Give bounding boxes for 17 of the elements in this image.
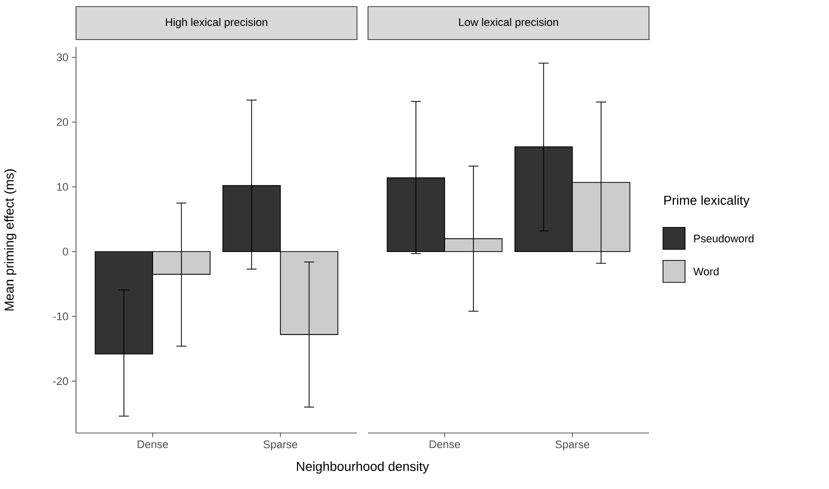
x-tick-label: Dense (138, 440, 168, 448)
y-tick-label: 10 (57, 183, 68, 191)
legend-label: Word (693, 267, 719, 276)
chart-title: High lexical precision (166, 18, 268, 28)
x-axis-title: Neighbourhood density (296, 462, 430, 474)
legend-title: Prime lexicality (664, 195, 750, 208)
y-tick-label: 0 (62, 248, 68, 256)
legend-label: Pseudoword (694, 234, 754, 242)
y-tick-label: -10 (53, 312, 68, 320)
x-tick-label: Sparse (556, 440, 590, 450)
y-tick-label: 30 (56, 53, 68, 62)
y-axis-title: Mean priming effect (ms) (4, 169, 16, 310)
x-tick-label: Sparse (264, 440, 298, 450)
y-tick-label: 20 (56, 118, 68, 126)
x-tick-label: Dense (430, 440, 460, 448)
chart-title: Low lexical precision (459, 18, 558, 28)
y-tick-label: -20 (53, 377, 68, 386)
